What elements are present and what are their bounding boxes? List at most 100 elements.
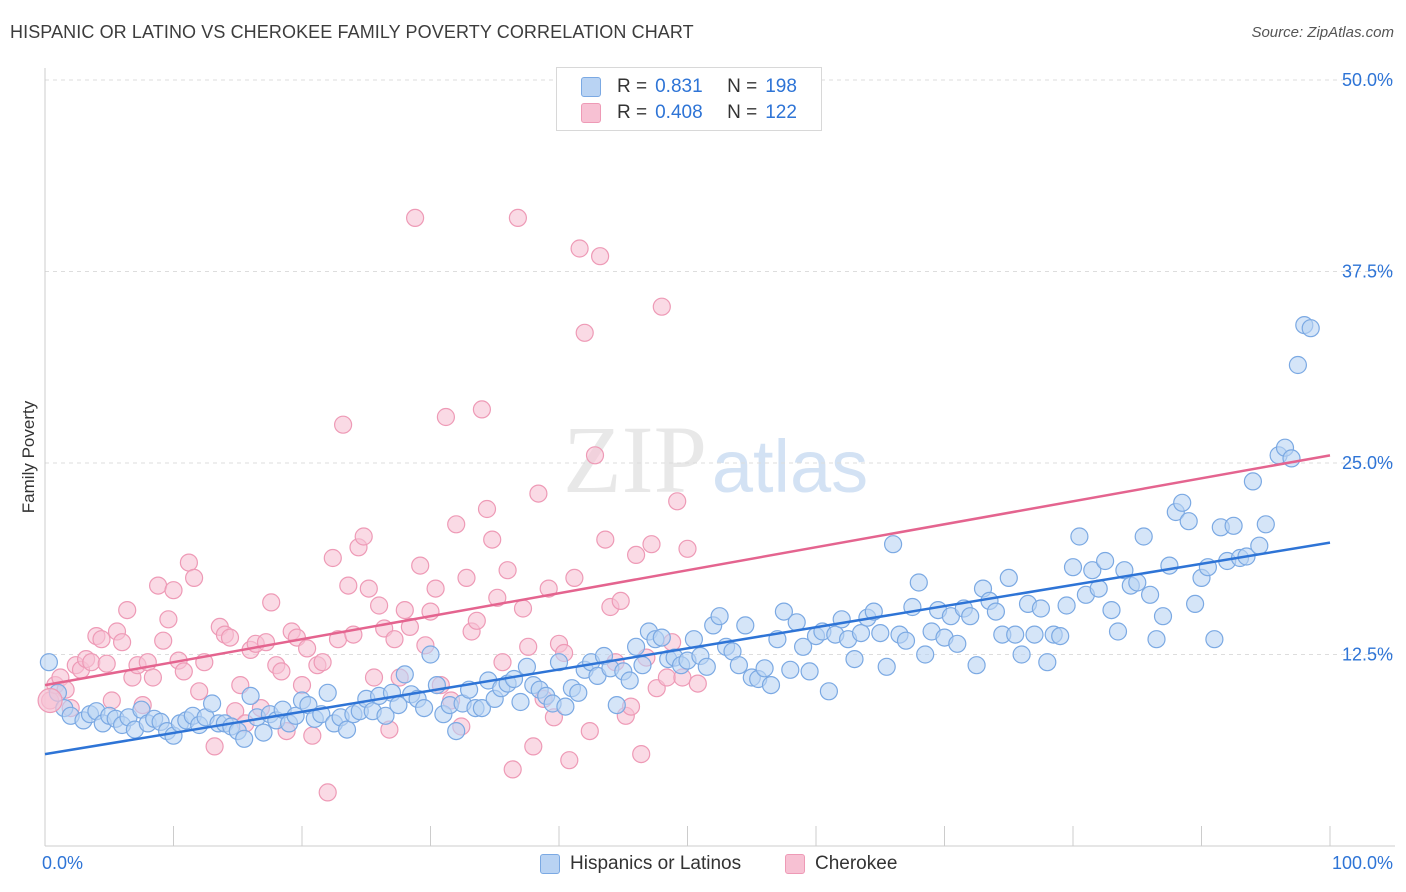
hispanic-point — [999, 568, 1018, 588]
hispanic-point — [235, 729, 254, 748]
hispanic-point — [851, 623, 871, 643]
legend-item-cherokee[interactable]: Cherokee — [785, 851, 897, 877]
hispanic-point — [415, 698, 434, 718]
hispanic-point — [620, 671, 639, 690]
hispanic-point — [1140, 585, 1160, 604]
hispanic-point — [845, 649, 864, 669]
x-tick-label-min: 0.0% — [42, 853, 83, 873]
hispanic-point — [1070, 527, 1089, 546]
cherokee-point — [292, 675, 312, 695]
legend-row-cherokee: R = 0.408 N = 122 — [581, 100, 797, 126]
cherokee-point — [652, 297, 671, 316]
y-tick-label: 50.0% — [1342, 70, 1393, 90]
hispanic-point — [793, 637, 813, 656]
hispanic-point — [697, 657, 716, 676]
grid-layer — [45, 79, 1395, 655]
cherokee-point — [164, 581, 183, 600]
source-label: Source: ZipAtlas.com — [1251, 24, 1394, 41]
cherokee-point — [364, 668, 384, 687]
hispanic-point — [1153, 607, 1173, 626]
hispanic-point — [1095, 551, 1115, 571]
cherokee-point — [262, 593, 281, 612]
cherokee-point — [318, 783, 337, 802]
hispanic-point — [832, 610, 851, 629]
cherokee-point — [477, 499, 497, 519]
cherokee-point — [513, 599, 533, 618]
hispanic-point — [755, 659, 774, 678]
hispanic-point — [1160, 556, 1179, 575]
hispanic-trend-line — [44, 541, 1331, 756]
cherokee-point — [395, 600, 414, 620]
hispanic-point — [1012, 645, 1031, 664]
cherokee-point — [174, 662, 193, 681]
cherokee-point — [272, 662, 291, 681]
legend-label: Hispanics or Latinos — [570, 853, 742, 874]
cherokee-point — [688, 674, 707, 693]
hispanic-point — [254, 723, 273, 742]
hispanic-point — [633, 656, 652, 675]
hispanic-point — [556, 697, 575, 716]
hispanic-point — [626, 637, 646, 656]
cherokee-point — [82, 653, 101, 672]
hispanic-point — [472, 698, 491, 718]
cherokee-point — [519, 637, 538, 656]
pink-swatch-icon — [581, 103, 601, 123]
cherokee-point — [483, 530, 502, 549]
hispanic-point — [421, 645, 440, 664]
cherokee-point — [298, 639, 317, 658]
y-tick-label: 37.5% — [1342, 262, 1393, 282]
y-axis-label: Family Poverty — [19, 400, 38, 513]
cherokee-point — [400, 617, 419, 637]
hispanic-point — [376, 706, 395, 725]
r-label: R = — [617, 102, 648, 123]
hispanic-point — [729, 656, 749, 675]
cherokee-point — [678, 539, 697, 558]
hispanic-point — [1224, 516, 1243, 535]
cherokee-point — [143, 668, 162, 687]
axis-layer: 12.5% 25.0% 37.5% 50.0% — [44, 68, 1395, 847]
cherokee-trend-line — [44, 454, 1331, 687]
hispanic-point — [569, 683, 588, 702]
legend-row-hispanic: R = 0.831 N = 198 — [581, 74, 797, 100]
hispanic-point — [948, 634, 967, 653]
hispanic-point — [203, 694, 222, 713]
hispanic-point — [447, 721, 466, 741]
cherokee-point — [447, 515, 466, 534]
x-tick-label-max: 100.0% — [1332, 853, 1393, 873]
hispanic-point — [1083, 561, 1102, 580]
hispanic-point — [761, 675, 781, 695]
legend-item-hispanic[interactable]: Hispanics or Latinos — [540, 851, 741, 877]
hispanic-point — [1205, 630, 1224, 649]
cherokee-point — [256, 633, 276, 652]
blue-swatch-icon — [540, 854, 560, 874]
cherokee-point — [179, 553, 198, 572]
chart-title: HISPANIC OR LATINO VS CHEROKEE FAMILY PO… — [10, 22, 694, 42]
y-tick-label: 12.5% — [1342, 645, 1393, 665]
hispanic-point — [1301, 319, 1320, 338]
n-value: 198 — [765, 76, 797, 97]
cherokee-point — [303, 726, 322, 745]
hispanic-point — [1006, 625, 1025, 644]
cherokee-point — [539, 579, 558, 598]
hispanic-point — [1173, 493, 1192, 512]
hispanic-point — [241, 686, 260, 706]
hispanic-point — [1115, 561, 1134, 580]
hispanic-point — [909, 573, 928, 592]
hispanic-point — [1025, 625, 1044, 644]
cherokee-point — [102, 691, 121, 710]
hispanic-point — [1051, 626, 1070, 646]
legend-label: Cherokee — [815, 853, 898, 874]
cherokee-point — [570, 239, 589, 258]
hispanic-point — [883, 535, 903, 554]
hispanic-point — [819, 682, 839, 701]
hispanic-point — [1031, 599, 1051, 618]
cherokee-point — [436, 407, 455, 427]
cherokee-point — [611, 591, 630, 611]
cherokee-point — [159, 610, 178, 629]
cherokee-point — [524, 737, 543, 756]
cherokee-point — [339, 576, 358, 595]
cherokee-point — [323, 548, 342, 568]
cherokee-point — [560, 751, 579, 770]
trend-layer — [44, 454, 1331, 756]
